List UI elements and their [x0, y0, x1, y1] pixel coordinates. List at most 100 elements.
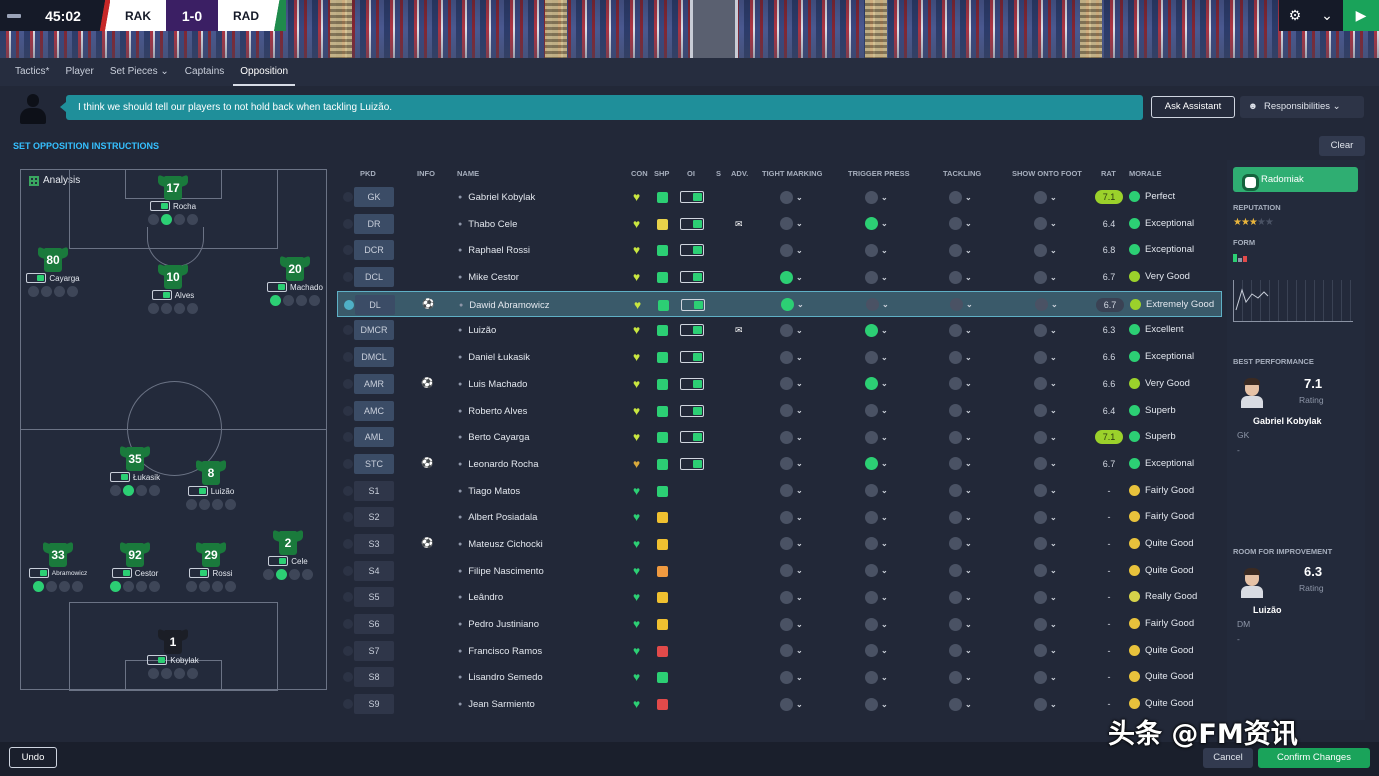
tackling-select[interactable]: ⌄ — [949, 350, 972, 364]
table-row[interactable]: GK Gabriel Kobylak ♥ ⌄ ⌄ ⌄ ⌄ 7.1 Perfect — [337, 184, 1222, 211]
row-checkbox[interactable] — [343, 245, 353, 256]
player-name[interactable]: Luizão — [458, 325, 496, 336]
opposition-instructions-icon[interactable] — [680, 324, 704, 337]
tackling-select[interactable]: ⌄ — [950, 298, 973, 312]
pitch-player[interactable]: 29 Rossi — [171, 541, 251, 592]
player-name[interactable]: Pedro Justiniano — [458, 619, 539, 630]
show-onto-foot-select[interactable]: ⌄ — [1034, 510, 1057, 524]
table-row[interactable]: DR Thabo Cele ♥ ✉ ⌄ ⌄ ⌄ ⌄ 6.4 Exceptional — [337, 211, 1222, 238]
player-name[interactable]: Lisandro Semedo — [458, 672, 542, 683]
tight-marking-select[interactable]: ⌄ — [780, 697, 803, 711]
trigger-press-select[interactable]: ⌄ — [865, 430, 888, 444]
trigger-press-select[interactable]: ⌄ — [865, 670, 888, 684]
table-row[interactable]: S8 Lisandro Semedo ♥ ⌄ ⌄ ⌄ ⌄ - Quite Good — [337, 664, 1222, 691]
table-row[interactable]: S6 Pedro Justiniano ♥ ⌄ ⌄ ⌄ ⌄ - Fairly Good — [337, 611, 1222, 638]
pitch-player[interactable]: 2 Cele — [248, 529, 328, 580]
tab-tactics[interactable]: Tactics* — [15, 66, 50, 77]
tight-marking-select[interactable]: ⌄ — [780, 243, 803, 257]
show-onto-foot-select[interactable]: ⌄ — [1034, 377, 1057, 391]
player-name[interactable]: Albert Posiadala — [458, 512, 537, 523]
tackling-select[interactable]: ⌄ — [949, 270, 972, 284]
tight-marking-select[interactable]: ⌄ — [780, 537, 803, 551]
tab-opposition[interactable]: Opposition — [233, 58, 296, 86]
player-name[interactable]: Luis Machado — [458, 379, 527, 390]
row-checkbox[interactable] — [343, 218, 353, 229]
trigger-press-select[interactable]: ⌄ — [865, 217, 888, 231]
tight-marking-select[interactable]: ⌄ — [780, 404, 803, 418]
table-row[interactable]: DCR Raphael Rossi ♥ ⌄ ⌄ ⌄ ⌄ 6.8 Exceptional — [337, 237, 1222, 264]
table-row[interactable]: S7 Francisco Ramos ♥ ⌄ ⌄ ⌄ ⌄ - Quite Good — [337, 638, 1222, 665]
trigger-press-select[interactable]: ⌄ — [865, 510, 888, 524]
tight-marking-select[interactable]: ⌄ — [780, 510, 803, 524]
trigger-press-select[interactable]: ⌄ — [865, 697, 888, 711]
player-name[interactable]: Raphael Rossi — [458, 245, 530, 256]
pitch-player[interactable]: 10 Alves — [133, 263, 213, 314]
trigger-press-select[interactable]: ⌄ — [865, 590, 888, 604]
tight-marking-select[interactable]: ⌄ — [780, 377, 803, 391]
player-name[interactable]: Daniel Łukasik — [458, 352, 530, 363]
show-onto-foot-select[interactable]: ⌄ — [1034, 350, 1057, 364]
menu-icon[interactable] — [0, 0, 28, 31]
tight-marking-select[interactable]: ⌄ — [780, 484, 803, 498]
table-row[interactable]: AMC Roberto Alves ♥ ⌄ ⌄ ⌄ ⌄ 6.4 Superb — [337, 398, 1222, 425]
trigger-press-select[interactable]: ⌄ — [865, 270, 888, 284]
advice-icon[interactable]: ✉ — [735, 325, 743, 336]
trigger-press-select[interactable]: ⌄ — [865, 243, 888, 257]
tight-marking-select[interactable]: ⌄ — [780, 457, 803, 471]
row-checkbox[interactable] — [343, 592, 353, 603]
opposition-instructions-icon[interactable] — [680, 271, 704, 284]
table-row[interactable]: S3 ⚽ Mateusz Cichocki ♥ ⌄ ⌄ ⌄ ⌄ - Quite Good — [337, 531, 1222, 558]
tight-marking-select[interactable]: ⌄ — [780, 430, 803, 444]
tackling-select[interactable]: ⌄ — [949, 617, 972, 631]
trigger-press-select[interactable]: ⌄ — [865, 537, 888, 551]
table-row[interactable]: S2 Albert Posiadala ♥ ⌄ ⌄ ⌄ ⌄ - Fairly Good — [337, 504, 1222, 531]
table-row[interactable]: S1 Tiago Matos ♥ ⌄ ⌄ ⌄ ⌄ - Fairly Good — [337, 478, 1222, 505]
clear-button[interactable]: Clear — [1319, 136, 1365, 156]
tackling-select[interactable]: ⌄ — [949, 377, 972, 391]
pitch-player[interactable]: 92 Cestor — [95, 541, 175, 592]
show-onto-foot-select[interactable]: ⌄ — [1034, 190, 1057, 204]
tight-marking-select[interactable]: ⌄ — [780, 323, 803, 337]
tight-marking-select[interactable]: ⌄ — [780, 217, 803, 231]
tackling-select[interactable]: ⌄ — [949, 430, 972, 444]
show-onto-foot-select[interactable]: ⌄ — [1034, 644, 1057, 658]
player-name[interactable]: Roberto Alves — [458, 406, 527, 417]
tight-marking-select[interactable]: ⌄ — [780, 190, 803, 204]
show-onto-foot-select[interactable]: ⌄ — [1034, 323, 1057, 337]
tight-marking-select[interactable]: ⌄ — [781, 298, 804, 312]
improve-player-name[interactable]: Luizão — [1253, 605, 1282, 615]
show-onto-foot-select[interactable]: ⌄ — [1034, 590, 1057, 604]
pitch-player[interactable]: 17 Rocha — [133, 174, 213, 225]
confirm-changes-button[interactable]: Confirm Changes — [1258, 748, 1370, 768]
row-checkbox[interactable] — [343, 619, 353, 629]
row-checkbox[interactable] — [343, 672, 353, 683]
player-name[interactable]: Gabriel Kobylak — [458, 192, 535, 203]
chevron-down-icon[interactable]: ⌄ — [1311, 0, 1343, 31]
row-checkbox[interactable] — [343, 192, 353, 202]
show-onto-foot-select[interactable]: ⌄ — [1034, 537, 1057, 551]
row-checkbox[interactable] — [344, 299, 354, 310]
table-row[interactable]: DL ⚽ Dawid Abramowicz ♥ ⌄ ⌄ ⌄ ⌄ 6.7 Extremely Goo… — [337, 290, 1222, 318]
trigger-press-select[interactable]: ⌄ — [865, 190, 888, 204]
tab-captains[interactable]: Captains — [184, 66, 225, 77]
row-checkbox[interactable] — [343, 645, 353, 656]
trigger-press-select[interactable]: ⌄ — [865, 404, 888, 418]
trigger-press-select[interactable]: ⌄ — [865, 323, 888, 337]
tackling-select[interactable]: ⌄ — [949, 190, 972, 204]
show-onto-foot-select[interactable]: ⌄ — [1035, 298, 1058, 312]
row-checkbox[interactable] — [343, 538, 353, 549]
table-row[interactable]: S4 Filipe Nascimento ♥ ⌄ ⌄ ⌄ ⌄ - Quite Good — [337, 558, 1222, 585]
table-row[interactable]: STC ⚽ Leonardo Rocha ♥ ⌄ ⌄ ⌄ ⌄ 6.7 Exceptional — [337, 451, 1222, 478]
opposition-instructions-icon[interactable] — [681, 298, 705, 311]
trigger-press-select[interactable]: ⌄ — [865, 484, 888, 498]
tackling-select[interactable]: ⌄ — [949, 510, 972, 524]
row-checkbox[interactable] — [343, 458, 353, 469]
cancel-button[interactable]: Cancel — [1203, 748, 1253, 768]
player-name[interactable]: Berto Cayarga — [458, 432, 529, 443]
tackling-select[interactable]: ⌄ — [949, 564, 972, 578]
table-row[interactable]: S5 Leândro ♥ ⌄ ⌄ ⌄ ⌄ - Really Good — [337, 584, 1222, 611]
play-button[interactable]: ▶ — [1343, 0, 1379, 31]
row-checkbox[interactable] — [343, 565, 353, 576]
advice-icon[interactable]: ✉ — [735, 218, 743, 229]
row-checkbox[interactable] — [343, 512, 353, 523]
